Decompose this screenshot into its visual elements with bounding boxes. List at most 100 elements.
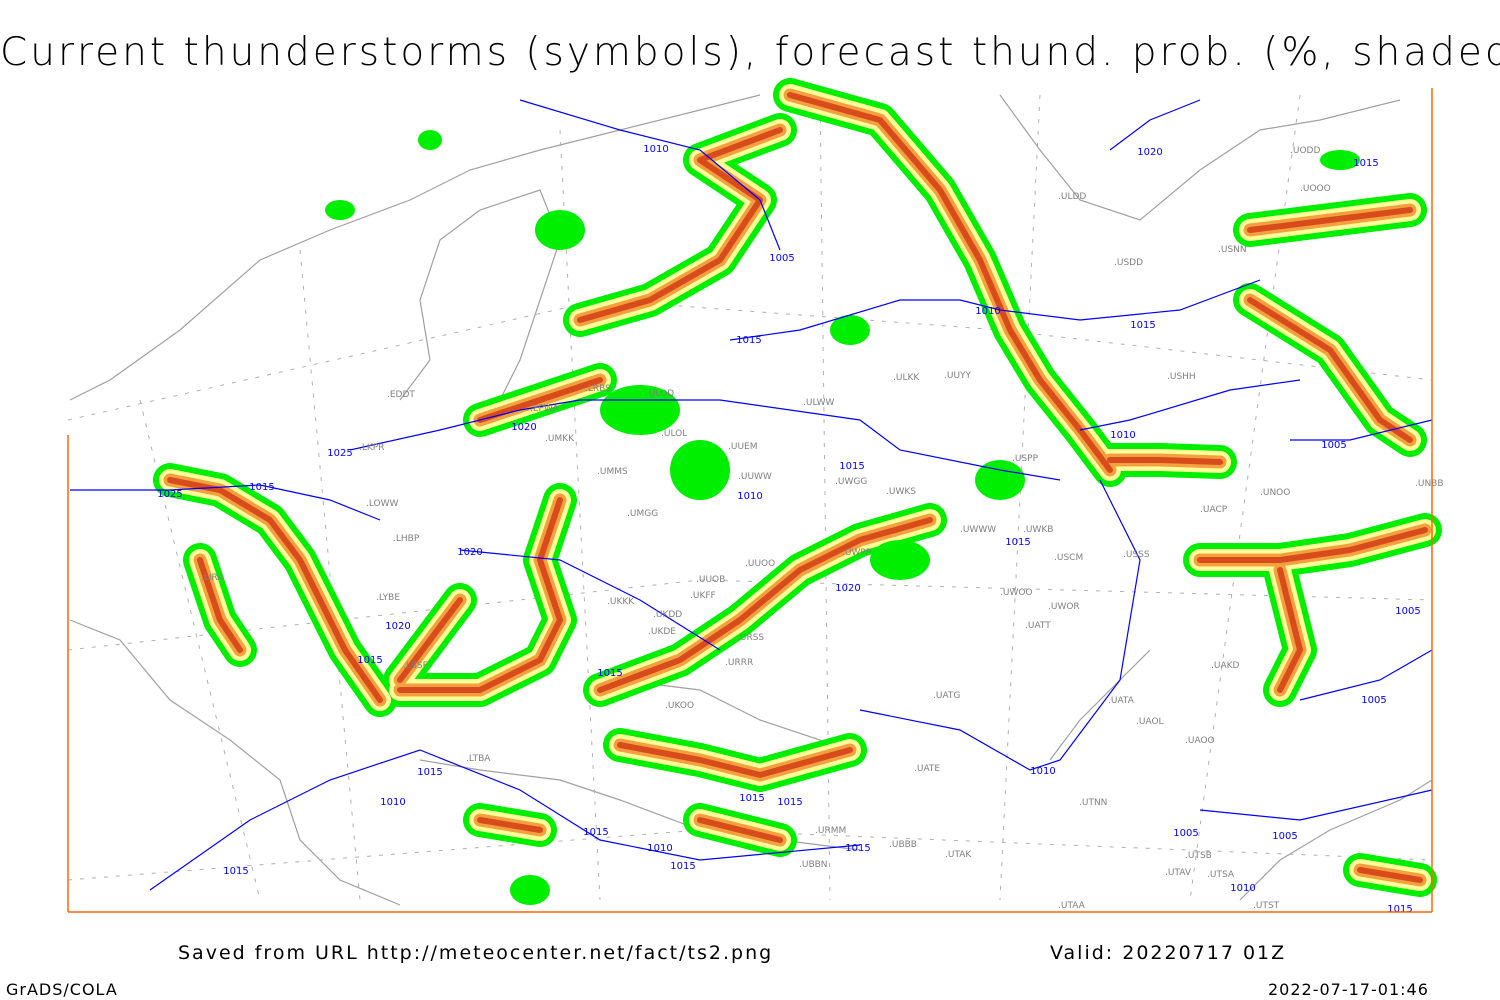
station-label: .UWKS: [886, 487, 916, 497]
station-label: .UWPP: [842, 548, 872, 558]
grid-line: [999, 94, 1041, 901]
probability-patch: [535, 210, 585, 250]
isobar-label: 1010: [1110, 430, 1135, 441]
probability-band-3: [1357, 867, 1423, 883]
isobar-label: 1015: [357, 655, 382, 666]
isobar-label: 1010: [1030, 766, 1055, 777]
station-label: .LKPR: [359, 443, 384, 453]
isobar-label: 1015: [1130, 320, 1155, 331]
station-label: .UODD: [1290, 146, 1320, 156]
probability-patch: [1320, 150, 1360, 170]
station-label: .UWOR: [1048, 602, 1080, 612]
probability-band-3: [397, 497, 563, 693]
station-label: .UAOL: [1136, 717, 1164, 727]
probability-patch: [975, 460, 1025, 500]
grid-line: [559, 129, 601, 901]
map-labels: 1010 1020 1015 1005 1010 1015 1015 1025 1020 1025…: [157, 144, 1443, 915]
station-label: .LYBE: [376, 593, 400, 603]
software-credit: GrADS/COLA: [6, 980, 118, 999]
probability-band-3: [1197, 527, 1428, 563]
station-label: .UTSB: [1185, 851, 1212, 861]
station-label: .UNBB: [1415, 479, 1444, 489]
station-label: .UATT: [1025, 621, 1051, 631]
probability-band-3: [397, 597, 463, 683]
isobar-line: [459, 549, 721, 651]
thunderstorm-probability-shading: [153, 78, 1442, 905]
isobar-label: 1015: [670, 861, 695, 872]
probability-band-3: [577, 127, 783, 323]
isobar-label: 1015: [583, 827, 608, 838]
station-label: .URMM: [815, 826, 846, 836]
isobar-line: [149, 749, 861, 891]
probability-band-3: [697, 817, 783, 843]
isobar-label: 1015: [839, 461, 864, 472]
coastline: [1049, 649, 1151, 761]
station-label: .USCM: [1054, 553, 1083, 563]
station-label: .LTBA: [466, 754, 491, 764]
probability-band-2: [783, 88, 1117, 477]
station-label: .UWKB: [1023, 525, 1053, 535]
probability-patch: [600, 385, 680, 435]
probability-band-3: [1247, 297, 1413, 443]
isobar-label: 1020: [385, 621, 410, 632]
coastline: [399, 189, 561, 401]
isobar-label: 1015: [739, 793, 764, 804]
station-label: .UBBN: [799, 860, 828, 870]
station-label: .USHH: [1167, 372, 1196, 382]
station-label: .ULKK: [893, 373, 920, 383]
isobar-label: 1015: [1387, 904, 1412, 915]
station-label: .UNOO: [1260, 488, 1290, 498]
isobar-label: 1020: [457, 547, 482, 558]
probability-patch: [510, 875, 550, 905]
isobar-label: 1010: [737, 491, 762, 502]
probability-band-3: [597, 517, 933, 693]
station-label: .UTAV: [1165, 868, 1192, 878]
station-label: .UTAA: [1058, 901, 1086, 911]
probability-patch: [325, 200, 355, 220]
isobar-label: 1010: [1230, 883, 1255, 894]
station-label: .UUOO: [745, 559, 775, 569]
station-label: .UKKK: [607, 597, 635, 607]
station-label: .LBSF: [403, 661, 428, 671]
isobar-label: 1005: [769, 253, 794, 264]
station-label: .LOWW: [366, 499, 399, 509]
probability-band-3: [617, 742, 853, 778]
probability-band-3: [167, 477, 383, 703]
isobar-label: 1025: [327, 448, 352, 459]
isobar-label: 1005: [1361, 695, 1386, 706]
station-label: .UWOO: [1000, 588, 1033, 598]
station-label: .UAKD: [1211, 661, 1240, 671]
station-label: .UUYY: [944, 371, 972, 381]
isobar-label: 1015: [249, 482, 274, 493]
isobar-label: 1015: [845, 843, 870, 854]
probability-patch: [418, 130, 442, 150]
probability-band-3: [477, 377, 603, 423]
station-label: .ULDD: [1058, 192, 1086, 202]
station-label: .UUWW: [738, 472, 772, 482]
station-label: .UKDE: [648, 627, 676, 637]
station-label: .USNN: [1218, 245, 1247, 255]
isobar-label: 1005: [1173, 828, 1198, 839]
isobar-label: 1015: [597, 668, 622, 679]
station-label: .URSS: [737, 633, 764, 643]
source-url-text: Saved from URL http://meteocenter.net/fa…: [178, 942, 774, 964]
isobar-label: 1015: [1005, 537, 1030, 548]
probability-patch: [870, 540, 930, 580]
generated-timestamp: 2022-07-17-01:46: [1268, 980, 1429, 999]
coastline: [69, 619, 401, 906]
station-label: .UTSA: [1207, 870, 1235, 880]
isobar-line: [1299, 649, 1433, 701]
coastline: [69, 94, 761, 401]
isobar-line: [1079, 379, 1301, 431]
station-label: .UMGG: [627, 509, 658, 519]
station-label: .UWGG: [835, 477, 867, 487]
station-label: .UTAK: [945, 850, 972, 860]
isobar-line: [1109, 99, 1201, 151]
probability-band-3: [1247, 207, 1413, 233]
isobar-line: [1290, 419, 1433, 441]
isobar-label: 1015: [223, 866, 248, 877]
station-label: .LHBP: [393, 534, 420, 544]
probability-band-3: [1277, 567, 1303, 693]
valid-time-text: Valid: 20220717 01Z: [1050, 942, 1287, 964]
isobar-line: [70, 484, 381, 521]
